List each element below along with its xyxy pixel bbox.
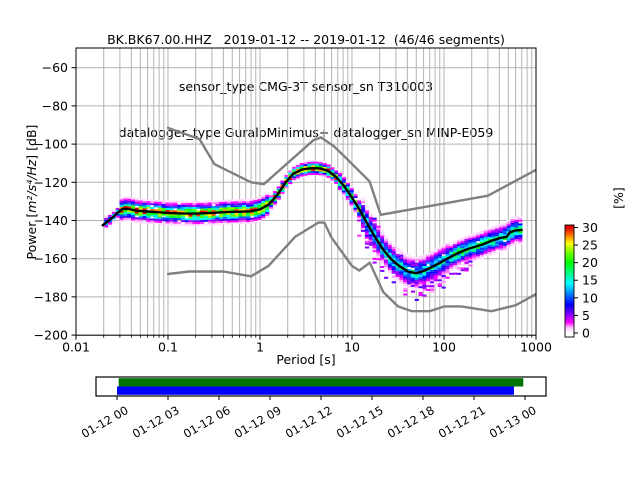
x-tick-label: 10 bbox=[344, 340, 360, 355]
x-tick-label: 1 bbox=[256, 340, 264, 355]
colorbar-tick-label: 20 bbox=[582, 255, 598, 270]
y-tick-label: −60 bbox=[42, 60, 68, 75]
y-tick-label: −140 bbox=[34, 213, 68, 228]
x-tick-label: 0.1 bbox=[158, 340, 178, 355]
colorbar-tick-label: 25 bbox=[582, 238, 598, 253]
timeline-blue-bar bbox=[117, 386, 514, 395]
colorbar-tick-label: 30 bbox=[582, 220, 598, 235]
noise-model-low-curve bbox=[166, 221, 536, 313]
colorbar-tick-label: 5 bbox=[582, 308, 590, 323]
y-tick-label: −200 bbox=[34, 328, 68, 343]
colorbar: 0 5 10 15 20 25 30 bbox=[564, 220, 598, 341]
x-tick-label: 100 bbox=[432, 340, 456, 355]
y-tick-label: −100 bbox=[34, 137, 68, 152]
y-tick-label: −120 bbox=[34, 175, 68, 190]
psd-mode-line bbox=[101, 166, 523, 275]
x-axis-label: Period [s] bbox=[276, 352, 336, 367]
x-tick-label: 0.01 bbox=[62, 340, 90, 355]
plot-axes: 0.01 0.1 1 10 100 1000 −60 −80 −100 −120 −140 −160 −… bbox=[34, 47, 552, 355]
title-line-2: sensor_type CMG-3T sensor_sn T310003 bbox=[178, 78, 434, 94]
timeline-coverage bbox=[95, 376, 547, 400]
y-axis-label: Power [m²/s⁴/Hz] [dB] bbox=[24, 124, 39, 260]
y-tick-label: −80 bbox=[42, 98, 68, 113]
grid-lines bbox=[75, 48, 537, 336]
y-tick-label: −160 bbox=[34, 251, 68, 266]
timeline-green-bar bbox=[118, 378, 524, 387]
colorbar-tick-label: 10 bbox=[582, 290, 598, 305]
colorbar-tick-label: 0 bbox=[582, 326, 590, 341]
noise-model-high-curve bbox=[166, 126, 536, 217]
x-tick-label: 1000 bbox=[520, 340, 552, 355]
y-tick-label: −180 bbox=[34, 289, 68, 304]
colorbar-tick-label: 15 bbox=[582, 273, 598, 288]
psd-histogram bbox=[104, 159, 523, 301]
colorbar-label: [%] bbox=[611, 187, 626, 209]
title-line-1: BK.BK67.00.HHZ 2019-01-12 -- 2019-01-12 … bbox=[107, 32, 505, 47]
